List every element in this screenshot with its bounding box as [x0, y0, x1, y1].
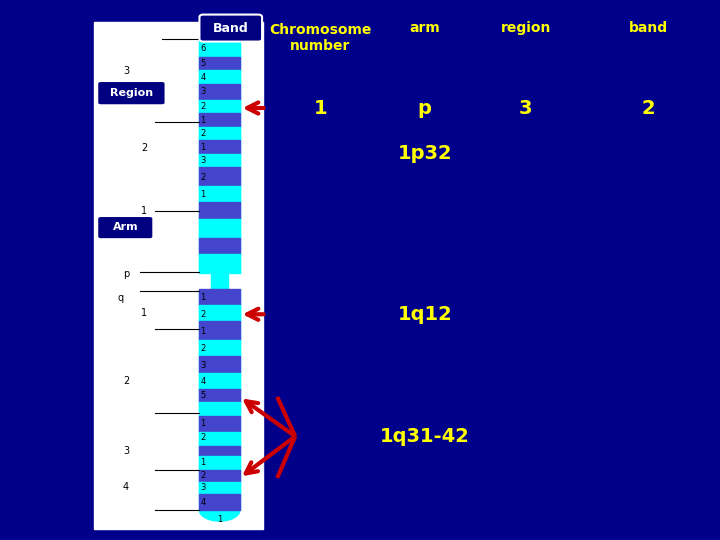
- Text: 3: 3: [123, 446, 129, 456]
- Text: 4: 4: [123, 482, 129, 492]
- Text: p: p: [123, 269, 129, 279]
- Bar: [199, 186, 240, 202]
- Bar: [199, 340, 240, 356]
- Bar: [199, 402, 240, 416]
- Text: 2: 2: [123, 376, 129, 386]
- Bar: [199, 289, 240, 305]
- Bar: [199, 494, 240, 510]
- Text: band: band: [629, 21, 667, 35]
- Bar: [199, 40, 240, 273]
- Text: 3: 3: [123, 66, 129, 76]
- Text: 1: 1: [200, 116, 205, 125]
- Bar: [199, 482, 240, 494]
- Bar: [199, 140, 240, 154]
- Ellipse shape: [199, 30, 240, 51]
- Text: 1q31-42: 1q31-42: [380, 427, 469, 446]
- Bar: [199, 127, 240, 140]
- FancyBboxPatch shape: [97, 81, 166, 105]
- Text: 1: 1: [217, 515, 222, 524]
- Text: 4: 4: [200, 73, 205, 82]
- FancyBboxPatch shape: [97, 216, 153, 239]
- Bar: [199, 254, 240, 273]
- Text: 1p32: 1p32: [397, 144, 452, 164]
- Text: 2: 2: [200, 130, 205, 138]
- Text: 3: 3: [200, 87, 205, 96]
- Bar: [199, 289, 240, 510]
- Bar: [199, 167, 240, 186]
- Text: 1: 1: [200, 293, 205, 301]
- Bar: [199, 46, 240, 57]
- Ellipse shape: [199, 263, 240, 282]
- Text: 2: 2: [200, 344, 205, 353]
- Text: arm: arm: [410, 21, 440, 35]
- Bar: [199, 456, 240, 470]
- Bar: [199, 446, 240, 456]
- Text: 3: 3: [200, 157, 205, 165]
- Bar: [94, 22, 263, 529]
- Text: 2: 2: [200, 103, 205, 111]
- Text: 2: 2: [200, 310, 205, 319]
- Text: q: q: [118, 293, 124, 302]
- Bar: [199, 321, 240, 340]
- Text: 1: 1: [314, 98, 327, 118]
- Ellipse shape: [199, 500, 240, 521]
- Bar: [211, 273, 228, 289]
- Bar: [199, 202, 240, 219]
- Bar: [199, 432, 240, 445]
- Bar: [199, 70, 240, 84]
- Text: 3: 3: [200, 483, 205, 492]
- Text: 5: 5: [200, 59, 205, 68]
- Text: 1: 1: [200, 190, 205, 199]
- Text: 2: 2: [200, 173, 205, 181]
- Text: 4: 4: [200, 377, 205, 386]
- Ellipse shape: [199, 280, 240, 298]
- Text: 3: 3: [200, 361, 205, 369]
- Text: p: p: [418, 98, 432, 118]
- Text: Region: Region: [110, 88, 153, 98]
- Bar: [199, 356, 240, 373]
- Text: 6: 6: [200, 44, 205, 53]
- Text: Chromosome
number: Chromosome number: [269, 23, 372, 53]
- Bar: [199, 416, 240, 432]
- Bar: [199, 84, 240, 100]
- Bar: [199, 113, 240, 127]
- Text: 1: 1: [200, 458, 205, 467]
- Text: Band: Band: [213, 22, 249, 35]
- Text: 3: 3: [519, 98, 532, 118]
- Bar: [199, 470, 240, 482]
- Text: 5: 5: [200, 392, 205, 400]
- Text: 1: 1: [141, 308, 147, 318]
- Text: region: region: [500, 21, 551, 35]
- FancyBboxPatch shape: [199, 15, 262, 42]
- Bar: [199, 389, 240, 402]
- Text: 2: 2: [200, 433, 205, 442]
- Text: 1: 1: [200, 420, 205, 428]
- Bar: [199, 57, 240, 70]
- Bar: [199, 219, 240, 238]
- Bar: [199, 373, 240, 389]
- Text: 2: 2: [642, 98, 654, 118]
- Text: 1: 1: [141, 206, 147, 215]
- Text: 2: 2: [200, 471, 205, 480]
- Text: 2: 2: [141, 143, 147, 153]
- Bar: [199, 154, 240, 167]
- Text: 1q12: 1q12: [397, 305, 452, 324]
- Text: 1: 1: [200, 143, 205, 152]
- Bar: [199, 238, 240, 254]
- Bar: [199, 305, 240, 321]
- Text: 1: 1: [200, 327, 205, 336]
- Text: 4: 4: [200, 498, 205, 507]
- Bar: [199, 100, 240, 113]
- Text: Arm: Arm: [112, 222, 138, 232]
